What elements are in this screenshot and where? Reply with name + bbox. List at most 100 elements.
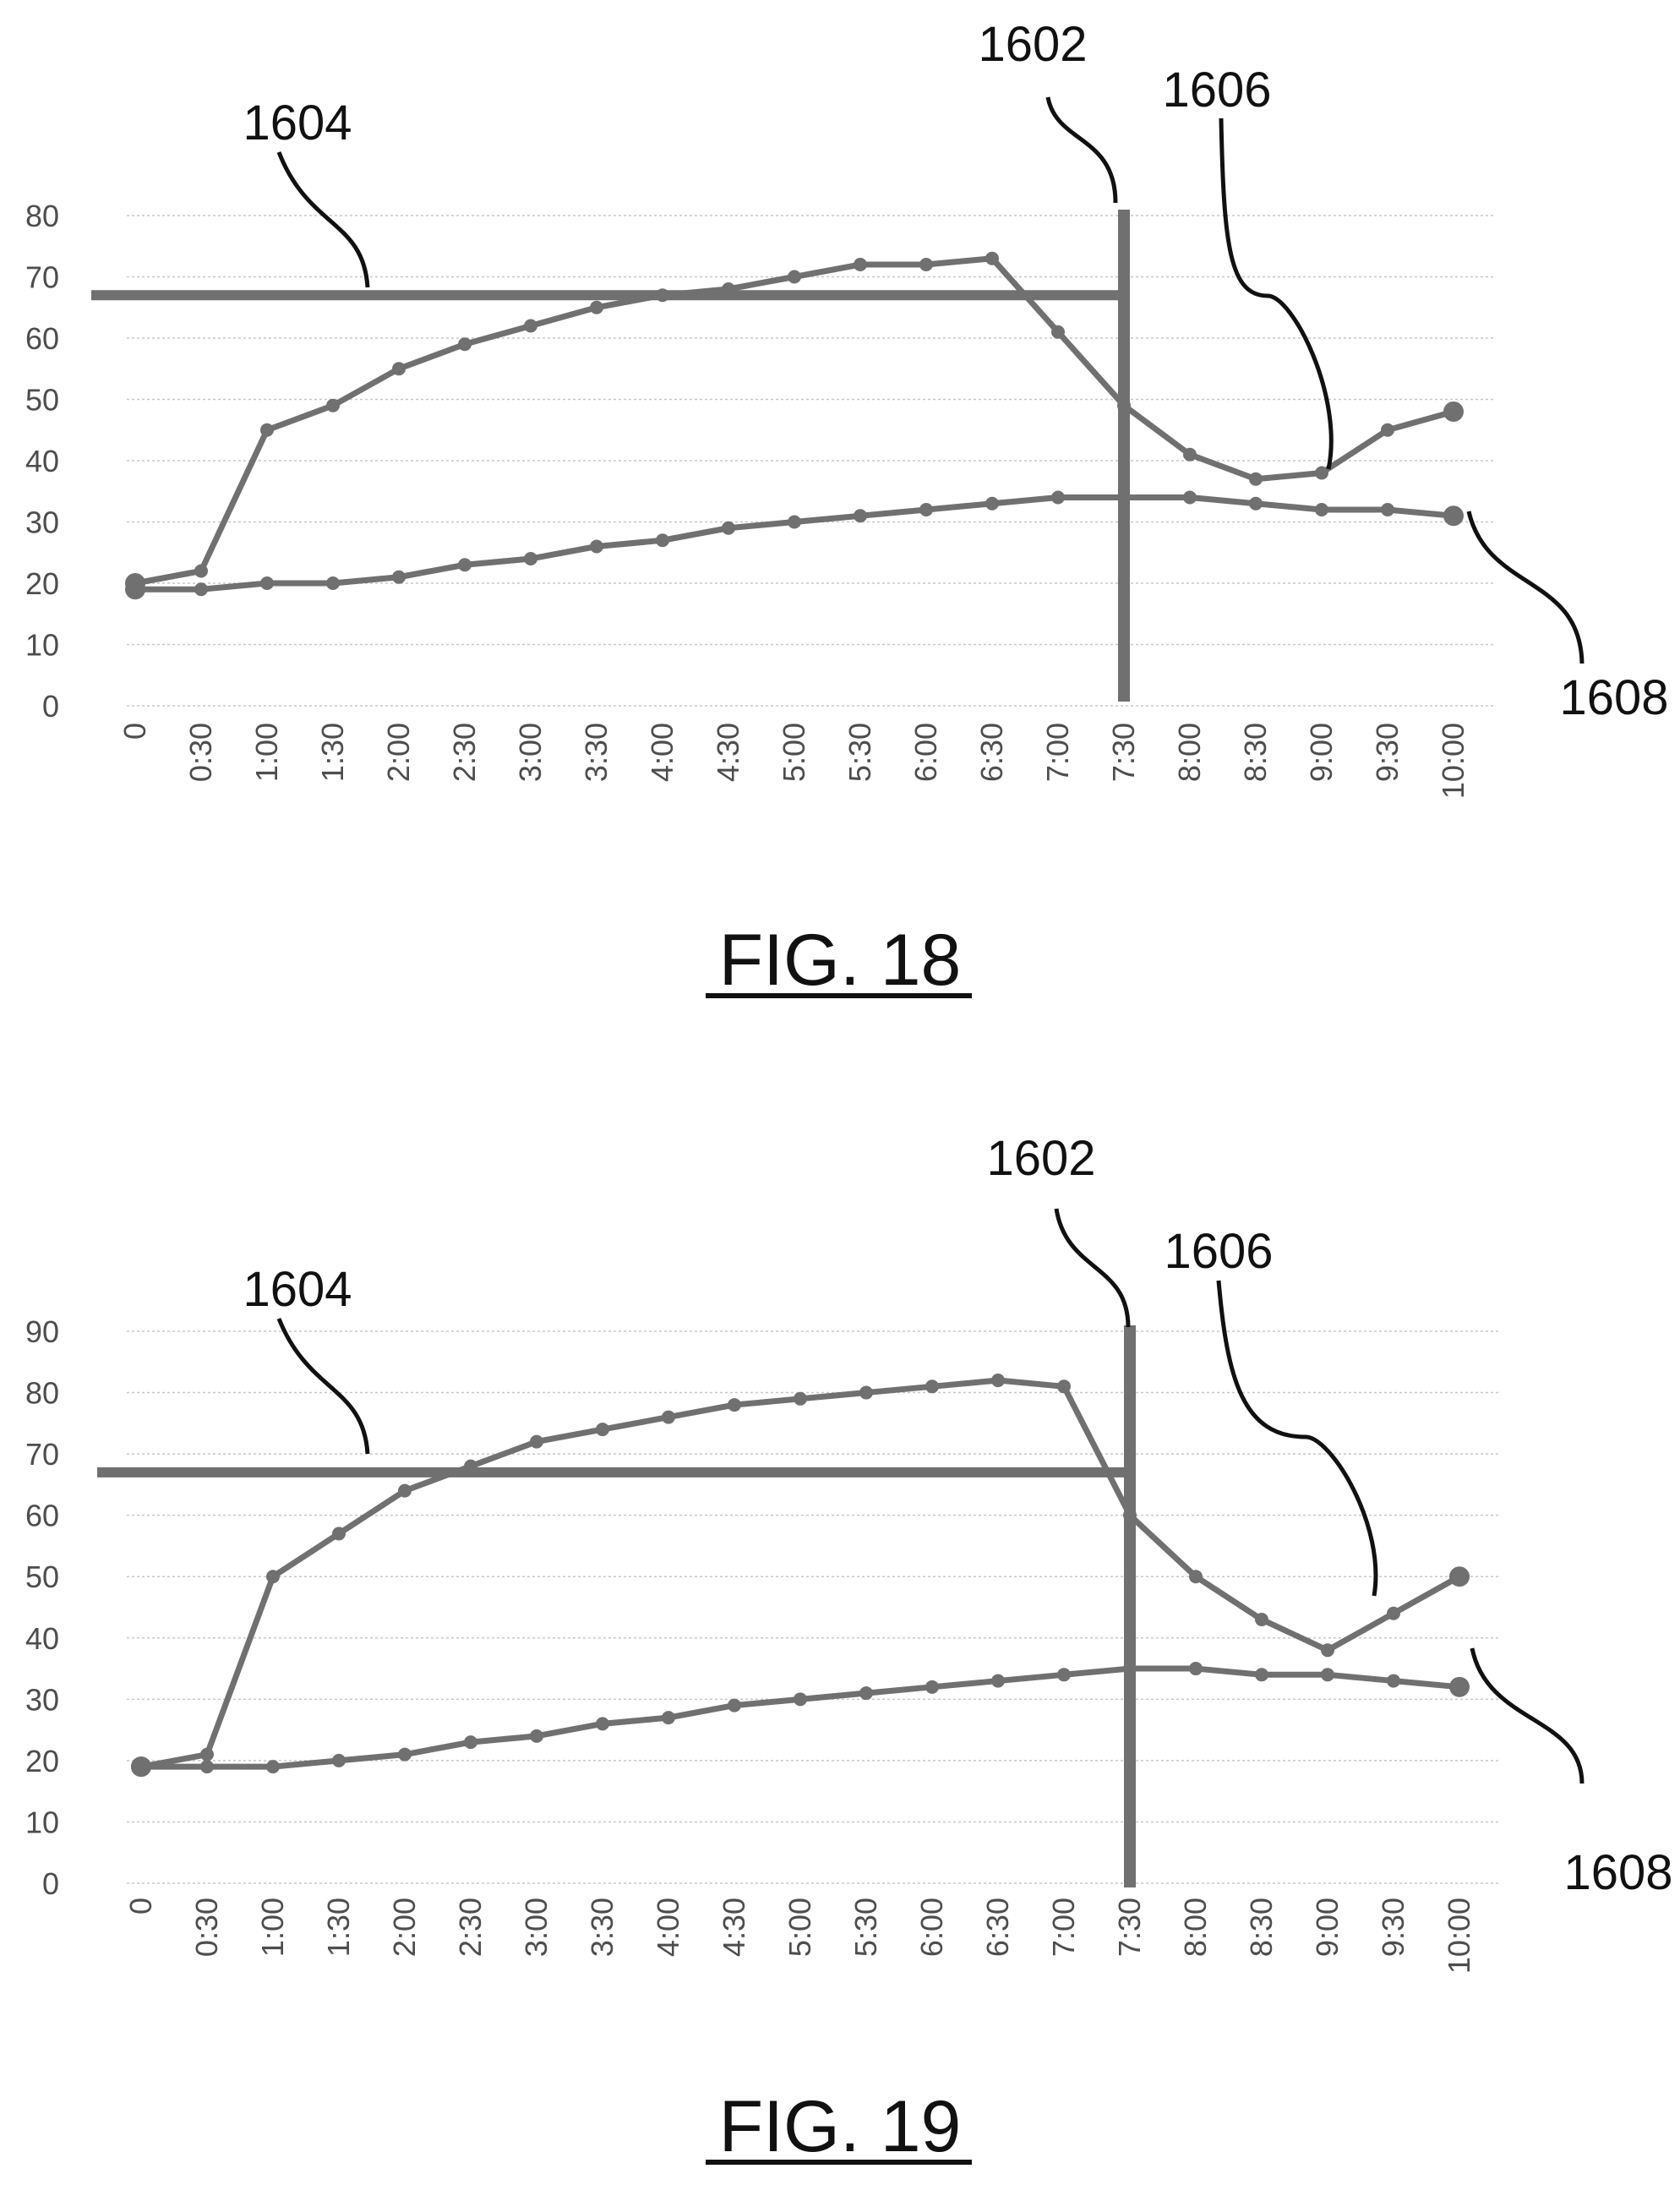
x-tick-label: 8:00 (1178, 1898, 1213, 1957)
reference-numeral-vertical_line: 1602 (986, 1131, 1095, 1186)
series-0-point (925, 1379, 939, 1394)
series-1-point (260, 576, 274, 590)
series-0-point (596, 1423, 609, 1437)
series-1-point (326, 576, 340, 590)
series-1-point (794, 1692, 807, 1707)
series-1-point (925, 1680, 939, 1694)
x-tick-label: 7:30 (1112, 1898, 1147, 1957)
series-0-point (728, 1398, 741, 1412)
x-tick-label: 8:30 (1244, 1898, 1279, 1957)
x-tick-label: 0 (117, 723, 152, 740)
reference-numeral-upper_curve: 1606 (1164, 1224, 1273, 1279)
x-tick-label: 1:30 (315, 723, 350, 782)
y-tick-label: 10 (25, 628, 59, 663)
series-line-1 (141, 1665, 1460, 1770)
x-tick-label: 8:30 (1238, 723, 1273, 782)
series-1-point (200, 1760, 214, 1774)
series-1-point (1057, 1668, 1071, 1682)
leader-line-upper_curve (1216, 1280, 1378, 1597)
leader-line-lower_curve (1470, 1647, 1585, 1784)
x-tick-label: 3:30 (579, 723, 614, 782)
y-tick-label: 0 (42, 1866, 59, 1901)
series-0-point (794, 1391, 807, 1406)
x-tick-label: 6:30 (974, 723, 1009, 782)
series-0-point (1051, 325, 1065, 339)
leader-line-lower_curve (1466, 511, 1585, 664)
series-0-point (662, 1410, 675, 1424)
leader-line-upper_curve (1219, 117, 1334, 470)
x-tick-label: 7:30 (1106, 723, 1141, 782)
series-1-point (1315, 503, 1328, 516)
x-tick-label: 10:00 (1436, 723, 1470, 799)
y-tick-label: 10 (25, 1805, 59, 1839)
series-1-point (524, 552, 537, 565)
fig-19-chart: 0 10 20 30 40 50 60 70 80 90 0 0:30 1:00 1:30 2:00 2:30… (25, 1131, 1673, 2167)
series-1-point (985, 496, 999, 511)
series-1-point (1321, 1668, 1334, 1682)
series-0-point (326, 398, 340, 412)
series-1-point (788, 515, 801, 529)
x-tick-label: 9:30 (1370, 723, 1405, 782)
series-0-point (1449, 1566, 1470, 1587)
series-0-point (1321, 1643, 1334, 1658)
leader-line-threshold_line (276, 151, 370, 288)
x-tick-label: 2:00 (381, 723, 416, 782)
series-0-point (524, 319, 537, 333)
x-tick-label: 6:00 (914, 1898, 949, 1957)
x-tick-label: 2:30 (453, 1898, 488, 1957)
series-1-point (392, 570, 406, 584)
series-1-point (458, 558, 472, 572)
x-tick-label: 7:00 (1040, 723, 1075, 782)
x-tick-label: 0 (123, 1898, 158, 1915)
series-0-point (260, 423, 274, 437)
x-tick-label: 7:00 (1046, 1898, 1081, 1957)
reference-numeral-lower_curve: 1608 (1563, 1845, 1672, 1900)
leader-line-vertical_line (1054, 1208, 1131, 1328)
series-0-point (1183, 447, 1197, 462)
series-1-point (728, 1698, 741, 1712)
series-0-point (722, 282, 735, 296)
series-0-point (656, 288, 669, 303)
x-tick-label: 4:00 (651, 1898, 685, 1957)
series-0-point (1249, 472, 1263, 486)
y-tick-label: 80 (25, 1376, 59, 1411)
series-1-point (131, 1756, 151, 1778)
series-0-point (458, 337, 472, 352)
series-0-point (1387, 1606, 1400, 1620)
y-tick-label: 60 (25, 321, 59, 356)
series-1-point (464, 1735, 477, 1750)
series-1-point (991, 1674, 1005, 1688)
y-tick-label: 50 (25, 383, 59, 418)
reference-numeral-threshold_line: 1604 (243, 1262, 352, 1317)
x-tick-label: 3:00 (513, 723, 548, 782)
series-0-point (200, 1747, 214, 1762)
x-tick-label: 3:30 (585, 1898, 619, 1957)
x-tick-label: 5:30 (843, 723, 877, 782)
series-1-point (1443, 505, 1464, 527)
series-0-point (1057, 1379, 1071, 1394)
series-1-point (1183, 490, 1197, 505)
leader-line-vertical_line (1045, 96, 1118, 204)
y-tick-label: 90 (25, 1314, 59, 1349)
series-1-point (1255, 1668, 1268, 1682)
y-tick-label: 60 (25, 1499, 59, 1533)
series-1-point (530, 1729, 543, 1743)
series-0-point (194, 564, 208, 578)
x-tick-label: 1:00 (255, 1898, 290, 1957)
series-0-point (1315, 466, 1328, 480)
series-1-point (1249, 496, 1263, 511)
reference-numeral-threshold_line: 1604 (243, 96, 352, 150)
series-0-point (991, 1374, 1005, 1388)
x-tick-label: 2:00 (387, 1898, 422, 1957)
x-tick-label: 6:00 (908, 723, 943, 782)
y-tick-label: 70 (25, 260, 59, 295)
fig-18-chart: 0 10 20 30 40 50 60 70 80 0 0:30 1:00 1:30 2:00 2:30 3:… (25, 17, 1669, 1001)
y-tick-label: 50 (25, 1560, 59, 1594)
series-1-point (398, 1747, 412, 1762)
series-1-point (194, 582, 208, 597)
series-1-point (332, 1753, 346, 1767)
x-tick-label: 9:30 (1376, 1898, 1410, 1957)
x-tick-label: 6:30 (980, 1898, 1015, 1957)
series-0-point (392, 362, 406, 376)
series-1-point (1189, 1662, 1203, 1676)
